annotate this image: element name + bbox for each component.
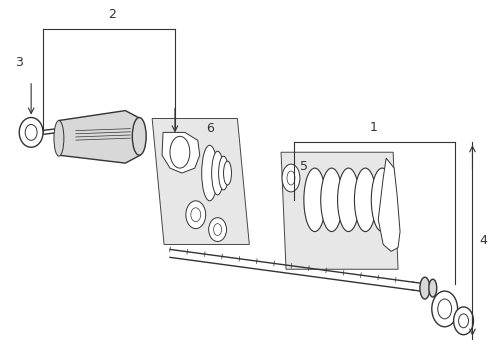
Ellipse shape [185, 201, 205, 229]
Ellipse shape [303, 168, 325, 231]
Ellipse shape [202, 145, 217, 201]
Text: 1: 1 [368, 121, 376, 134]
Text: 2: 2 [108, 8, 116, 21]
Ellipse shape [320, 168, 342, 231]
Ellipse shape [370, 168, 392, 231]
Ellipse shape [213, 224, 221, 235]
Ellipse shape [282, 164, 299, 192]
Polygon shape [378, 158, 399, 251]
Polygon shape [152, 118, 249, 244]
Ellipse shape [54, 121, 64, 156]
Ellipse shape [453, 307, 472, 335]
Ellipse shape [170, 136, 189, 168]
Ellipse shape [437, 299, 451, 319]
Polygon shape [162, 132, 199, 173]
Ellipse shape [223, 161, 231, 185]
Text: 4: 4 [478, 234, 486, 247]
Ellipse shape [25, 125, 37, 140]
Ellipse shape [428, 279, 436, 297]
Ellipse shape [354, 168, 375, 231]
Ellipse shape [19, 117, 43, 147]
Ellipse shape [431, 291, 457, 327]
Ellipse shape [132, 117, 146, 155]
Ellipse shape [211, 151, 223, 195]
Text: 3: 3 [15, 56, 23, 69]
Ellipse shape [286, 171, 294, 185]
Polygon shape [59, 111, 140, 163]
Text: 5: 5 [299, 160, 307, 173]
Ellipse shape [458, 314, 468, 328]
Ellipse shape [218, 156, 228, 190]
Text: 6: 6 [205, 122, 213, 135]
Ellipse shape [208, 218, 226, 242]
Ellipse shape [337, 168, 359, 231]
Ellipse shape [419, 277, 429, 299]
Ellipse shape [190, 208, 200, 222]
Polygon shape [281, 152, 397, 269]
